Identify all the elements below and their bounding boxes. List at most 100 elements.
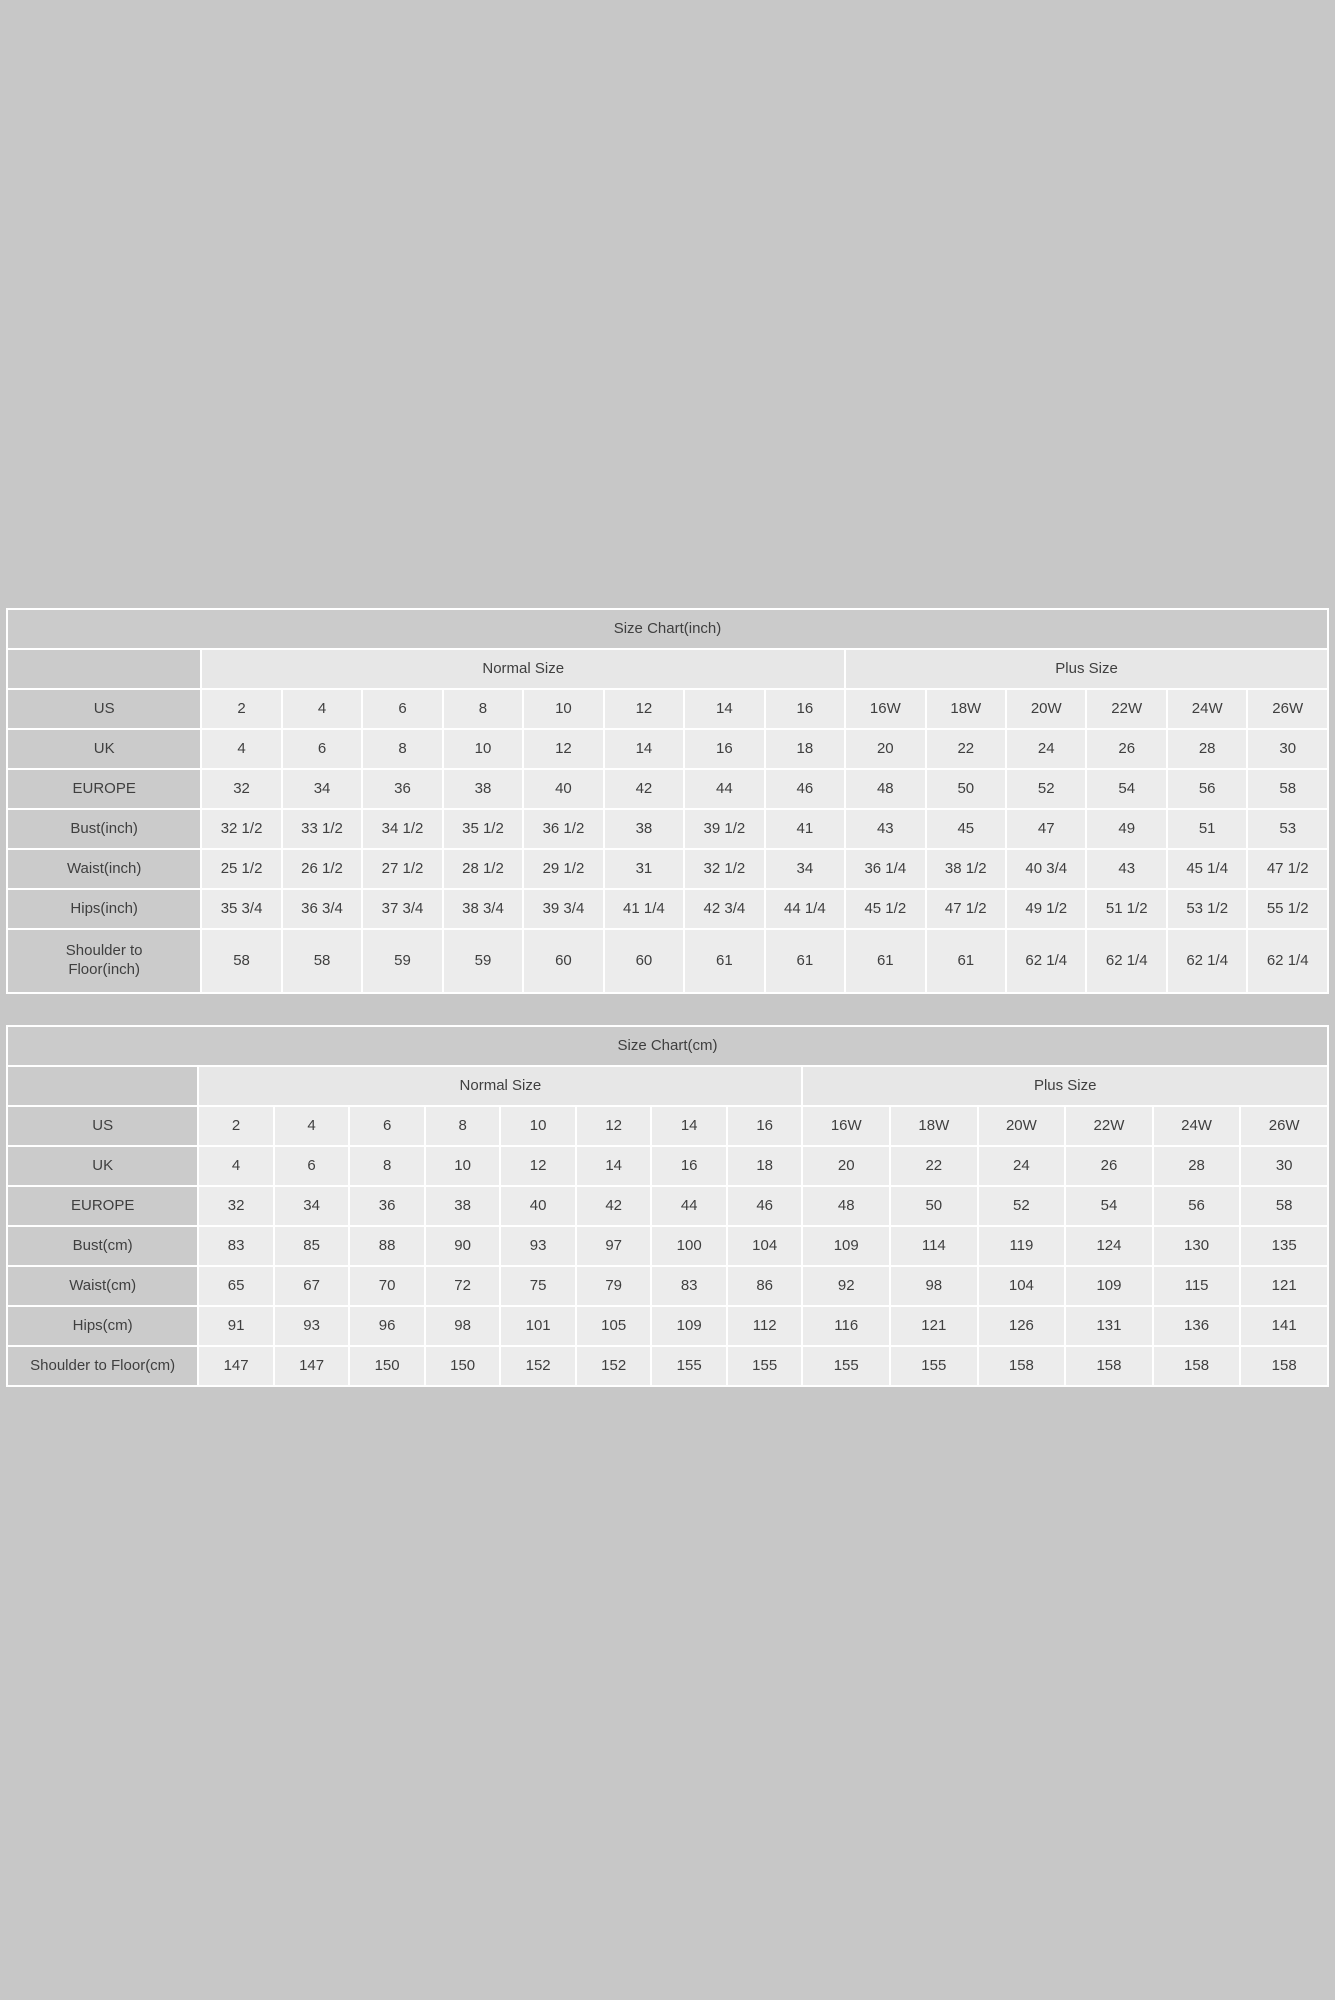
size-value: 53 1/2 [1167, 890, 1247, 928]
size-value: 53 [1248, 810, 1327, 848]
size-value: 51 [1167, 810, 1247, 848]
size-value: 26W [1241, 1107, 1327, 1145]
size-value: 47 1/2 [1248, 850, 1327, 888]
table-row: Hips(cm) 91 93 96 98 101 105 109 112 116 121 126 131… [8, 1307, 1327, 1345]
size-value: 85 [274, 1227, 349, 1265]
size-value: 58 [1248, 770, 1327, 808]
group-header-row: Normal Size Plus Size [8, 650, 1327, 688]
size-value: 61 [926, 930, 1006, 992]
size-value: 40 [501, 1187, 575, 1225]
size-value: 56 [1153, 1187, 1240, 1225]
row-label: US [8, 690, 201, 728]
size-value: 33 1/2 [282, 810, 362, 848]
size-value: 116 [803, 1307, 890, 1345]
size-value: 39 1/2 [685, 810, 764, 848]
size-value: 83 [652, 1267, 726, 1305]
size-value: 152 [576, 1347, 651, 1385]
size-value: 39 3/4 [524, 890, 603, 928]
size-value: 90 [425, 1227, 500, 1265]
size-value: 109 [652, 1307, 726, 1345]
size-value: 141 [1241, 1307, 1327, 1345]
size-value: 49 [1087, 810, 1166, 848]
size-value: 58 [282, 930, 362, 992]
size-value: 45 1/2 [846, 890, 925, 928]
table-row: Shoulder to Floor(cm) 147 147 150 150 152 152 1… [8, 1347, 1327, 1385]
size-value: 36 1/2 [524, 810, 603, 848]
size-value: 24 [1007, 730, 1086, 768]
size-value: 58 [202, 930, 281, 992]
size-value: 62 1/4 [1007, 930, 1086, 992]
size-value: 34 [765, 850, 845, 888]
size-value: 121 [1241, 1267, 1327, 1305]
size-value: 86 [727, 1267, 802, 1305]
size-value: 42 [576, 1187, 651, 1225]
size-value: 52 [1007, 770, 1086, 808]
group-header: Normal Size [199, 1067, 802, 1105]
row-label: UK [8, 730, 201, 768]
size-value: 101 [501, 1307, 575, 1345]
size-value: 28 [1153, 1147, 1240, 1185]
size-value: 112 [727, 1307, 802, 1345]
size-value: 41 1/4 [604, 890, 684, 928]
size-value: 34 [274, 1187, 349, 1225]
size-value: 24W [1167, 690, 1247, 728]
size-value: 62 1/4 [1167, 930, 1247, 992]
size-value: 126 [978, 1307, 1065, 1345]
size-value: 150 [350, 1347, 424, 1385]
size-value: 10 [443, 730, 523, 768]
size-value: 36 [363, 770, 442, 808]
size-value: 105 [576, 1307, 651, 1345]
size-value: 14 [685, 690, 764, 728]
size-value: 38 [604, 810, 684, 848]
size-value: 8 [363, 730, 442, 768]
size-value: 10 [524, 690, 603, 728]
size-value: 104 [727, 1227, 802, 1265]
size-value: 61 [846, 930, 925, 992]
group-header-row: Normal Size Plus Size [8, 1067, 1327, 1105]
size-value: 26W [1248, 690, 1327, 728]
size-value: 44 [685, 770, 764, 808]
size-value: 36 1/4 [846, 850, 925, 888]
size-value: 28 1/2 [443, 850, 523, 888]
size-value: 4 [202, 730, 281, 768]
size-value: 12 [501, 1147, 575, 1185]
row-label: Bust(inch) [8, 810, 201, 848]
row-label: Hips(inch) [8, 890, 201, 928]
size-value: 26 [1066, 1147, 1152, 1185]
size-value: 16W [803, 1107, 890, 1145]
group-header: Plus Size [803, 1067, 1327, 1105]
group-header: Plus Size [846, 650, 1327, 688]
size-value: 40 [524, 770, 603, 808]
row-label: UK [8, 1147, 198, 1185]
size-value: 18 [765, 730, 845, 768]
size-value: 119 [978, 1227, 1065, 1265]
size-value: 8 [350, 1147, 424, 1185]
size-value: 59 [443, 930, 523, 992]
size-value: 12 [604, 690, 684, 728]
size-value: 124 [1066, 1227, 1152, 1265]
size-value: 59 [363, 930, 442, 992]
size-value: 26 [1087, 730, 1166, 768]
size-value: 48 [846, 770, 925, 808]
size-value: 54 [1066, 1187, 1152, 1225]
size-value: 20W [978, 1107, 1065, 1145]
size-value: 158 [1241, 1347, 1327, 1385]
size-value: 2 [199, 1107, 273, 1145]
size-value: 54 [1087, 770, 1166, 808]
size-value: 155 [891, 1347, 977, 1385]
size-value: 44 1/4 [765, 890, 845, 928]
size-value: 24 [978, 1147, 1065, 1185]
size-value: 49 1/2 [1007, 890, 1086, 928]
row-label: EUROPE [8, 770, 201, 808]
size-value: 43 [846, 810, 925, 848]
size-value: 72 [425, 1267, 500, 1305]
size-value: 158 [1066, 1347, 1152, 1385]
size-value: 56 [1167, 770, 1247, 808]
chart-title-row: Size Chart(inch) [8, 610, 1327, 648]
corner-cell [8, 650, 201, 688]
size-value: 30 [1241, 1147, 1327, 1185]
size-value: 20 [846, 730, 925, 768]
size-value: 32 [202, 770, 281, 808]
size-value: 50 [891, 1187, 977, 1225]
